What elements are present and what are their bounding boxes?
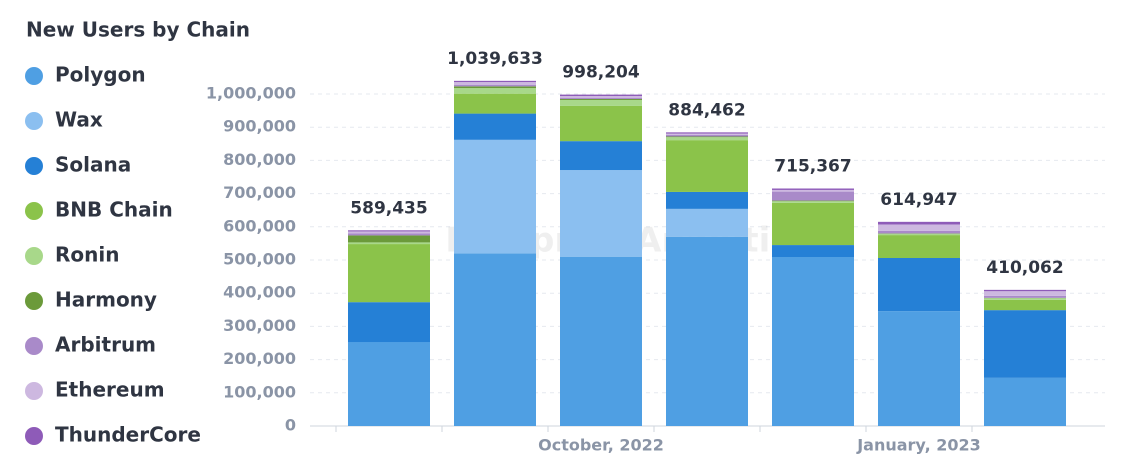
bar-segment	[772, 203, 854, 245]
bar-segment	[454, 88, 536, 94]
legend-label: Polygon	[55, 63, 146, 87]
legend-label: BNB Chain	[55, 198, 173, 222]
bar-segment	[560, 106, 642, 141]
bar-segment	[560, 95, 642, 96]
bar-segment	[454, 114, 536, 140]
legend-swatch	[25, 292, 43, 310]
bar-segment	[666, 192, 748, 209]
bar-segment	[348, 244, 430, 302]
chart-title: New Users by Chain	[26, 18, 250, 42]
bar-segment	[666, 237, 748, 426]
y-tick-label: 600,000	[223, 216, 296, 235]
bar-segment	[454, 81, 536, 82]
legend-label: Wax	[55, 108, 103, 132]
y-tick-label: 1,000,000	[206, 84, 296, 103]
legend-swatch	[25, 157, 43, 175]
y-tick-label: 200,000	[223, 349, 296, 368]
bar-segment	[984, 298, 1066, 300]
bar-segment	[984, 291, 1066, 296]
bar-segment	[878, 258, 960, 311]
bar-segment	[772, 188, 854, 189]
bar-segment	[984, 290, 1066, 291]
bar-segment	[772, 257, 854, 426]
bar-segment	[454, 94, 536, 114]
total-label: 998,204	[562, 63, 640, 83]
y-tick-label: 700,000	[223, 183, 296, 202]
bar-segment	[984, 310, 1066, 378]
bar-segment	[666, 209, 748, 237]
bar-segment	[666, 135, 748, 137]
bar-segment	[454, 82, 536, 85]
bar-segment	[348, 235, 430, 242]
bar-segment	[454, 140, 536, 254]
bar-segment	[560, 257, 642, 426]
bar-segment	[348, 233, 430, 235]
bar-segment	[772, 190, 854, 192]
bar-segment	[772, 201, 854, 202]
total-label: 715,367	[774, 156, 851, 176]
bar-segment	[348, 230, 430, 231]
x-tick-label: January, 2023	[856, 436, 981, 455]
legend-swatch	[25, 202, 43, 220]
total-label: 589,435	[350, 198, 427, 218]
y-tick-label: 400,000	[223, 283, 296, 302]
legend-label: Harmony	[55, 288, 157, 312]
legend-swatch	[25, 67, 43, 85]
legend-swatch	[25, 337, 43, 355]
bar-segment	[560, 100, 642, 106]
legend-label: Ethereum	[55, 378, 165, 402]
bar-segment	[348, 302, 430, 342]
y-tick-label: 800,000	[223, 150, 296, 169]
bar-segment	[348, 231, 430, 233]
bar-segment	[878, 311, 960, 426]
bar-segment	[984, 296, 1066, 298]
bar-segment	[666, 140, 748, 192]
legend-label: Ronin	[55, 243, 119, 267]
legend-swatch	[25, 112, 43, 130]
total-label: 1,039,633	[447, 49, 543, 69]
bar-segment	[454, 253, 536, 426]
bar-segment	[666, 134, 748, 135]
legend-label: ThunderCore	[55, 423, 201, 447]
bar-segment	[878, 231, 960, 234]
total-label: 614,947	[880, 190, 957, 210]
total-label: 884,462	[668, 100, 745, 120]
y-tick-label: 500,000	[223, 250, 296, 269]
legend-swatch	[25, 247, 43, 265]
bar-segment	[560, 170, 642, 257]
total-label: 410,062	[986, 258, 1063, 278]
bar-segment	[878, 235, 960, 258]
bar-segment	[878, 234, 960, 235]
y-tick-label: 300,000	[223, 316, 296, 335]
y-tick-label: 900,000	[223, 117, 296, 136]
bar-segment	[772, 192, 854, 201]
bar-segment	[348, 342, 430, 426]
legend-swatch	[25, 427, 43, 445]
bar-segment	[878, 224, 960, 230]
bar-segment	[984, 378, 1066, 426]
bar-segment	[772, 201, 854, 203]
y-tick-label: 100,000	[223, 382, 296, 401]
bar-segment	[666, 132, 748, 133]
legend-swatch	[25, 382, 43, 400]
bar-segment	[348, 242, 430, 244]
bar-segment	[984, 300, 1066, 310]
bar-segment	[560, 99, 642, 100]
bar-segment	[878, 222, 960, 225]
bar-segment	[772, 245, 854, 257]
bar-segment	[666, 136, 748, 137]
bar-segment	[454, 85, 536, 87]
bar-segment	[560, 141, 642, 170]
bar-segment	[454, 86, 536, 88]
bar-segment	[560, 98, 642, 99]
bar-segment	[560, 96, 642, 98]
x-tick-label: October, 2022	[538, 436, 664, 455]
legend-label: Solana	[55, 153, 131, 177]
bar-segment	[666, 137, 748, 140]
legend-label: Arbitrum	[55, 333, 156, 357]
y-tick-label: 0	[285, 416, 296, 435]
